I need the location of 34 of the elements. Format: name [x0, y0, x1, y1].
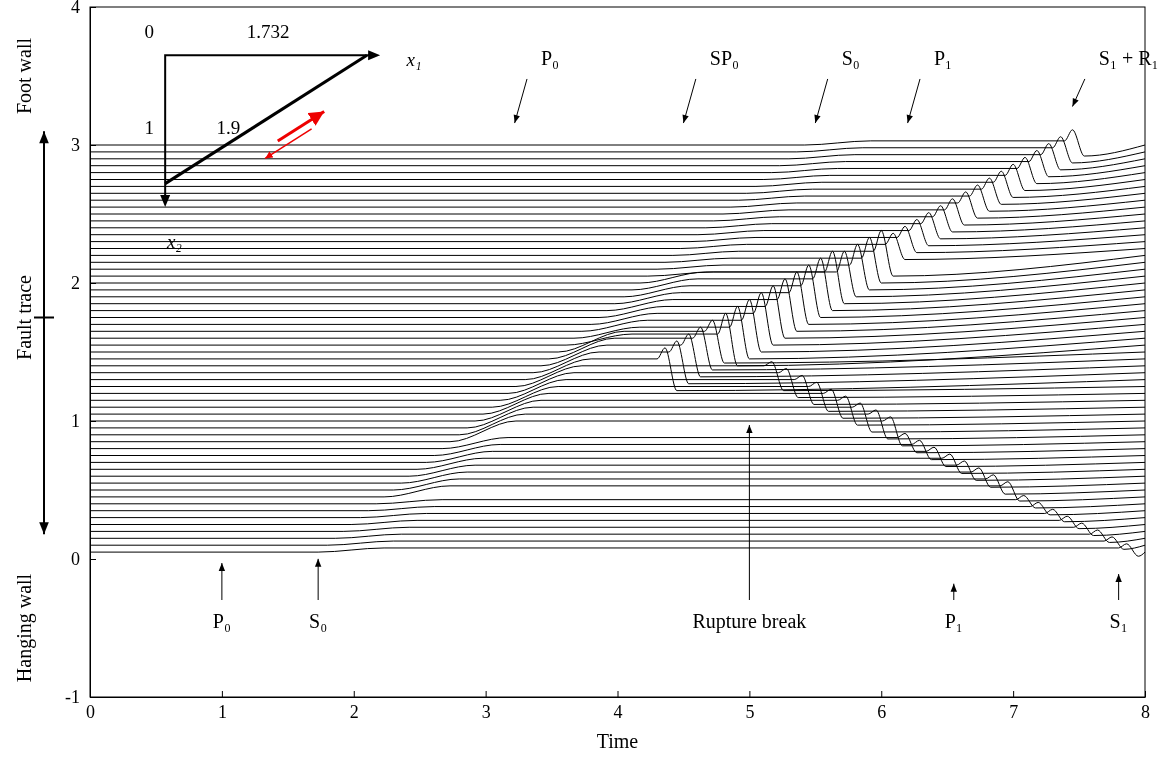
- x-tick-label: 0: [86, 701, 95, 722]
- annotation: x₁: [405, 48, 422, 70]
- x-tick-label: 8: [1141, 701, 1150, 722]
- text: Hanging wall: [13, 573, 36, 683]
- annotation: Rupture break: [692, 610, 807, 633]
- annotation: 1.9: [216, 116, 241, 138]
- annotation: 1.732: [246, 21, 290, 43]
- annotation: S₀: [309, 610, 328, 632]
- annotation: S₁ + R₁: [1098, 46, 1159, 69]
- text: Fault trace: [13, 274, 35, 360]
- annotation: 1: [144, 116, 155, 138]
- y-tick-label: 1: [71, 411, 80, 432]
- annotation: P₁: [944, 610, 963, 632]
- x-tick-label: 5: [745, 701, 755, 722]
- x-tick-label: 7: [1009, 701, 1019, 722]
- x-tick-label: 4: [613, 701, 623, 722]
- annotation: 0: [144, 21, 155, 43]
- annotation: SP₀: [709, 46, 740, 69]
- x-tick-label: 6: [877, 701, 887, 722]
- y-tick-label: 3: [71, 135, 80, 156]
- text: Foot wall: [13, 37, 35, 115]
- annotation: P₀: [212, 610, 231, 632]
- annotation: P₁: [934, 46, 953, 69]
- annotation: S₀: [841, 46, 860, 69]
- x-tick-label: 3: [481, 701, 491, 722]
- y-tick-label: 4: [71, 0, 80, 18]
- x-axis-title: Time: [596, 730, 639, 752]
- x-tick-label: 2: [349, 701, 359, 722]
- y-tick-label: -1: [65, 687, 80, 708]
- annotation: S₁: [1109, 610, 1128, 632]
- y-tick-label: 0: [71, 549, 80, 570]
- x-tick-label: 1: [217, 701, 227, 722]
- annotation: P₀: [541, 46, 560, 69]
- y-tick-label: 2: [71, 273, 80, 294]
